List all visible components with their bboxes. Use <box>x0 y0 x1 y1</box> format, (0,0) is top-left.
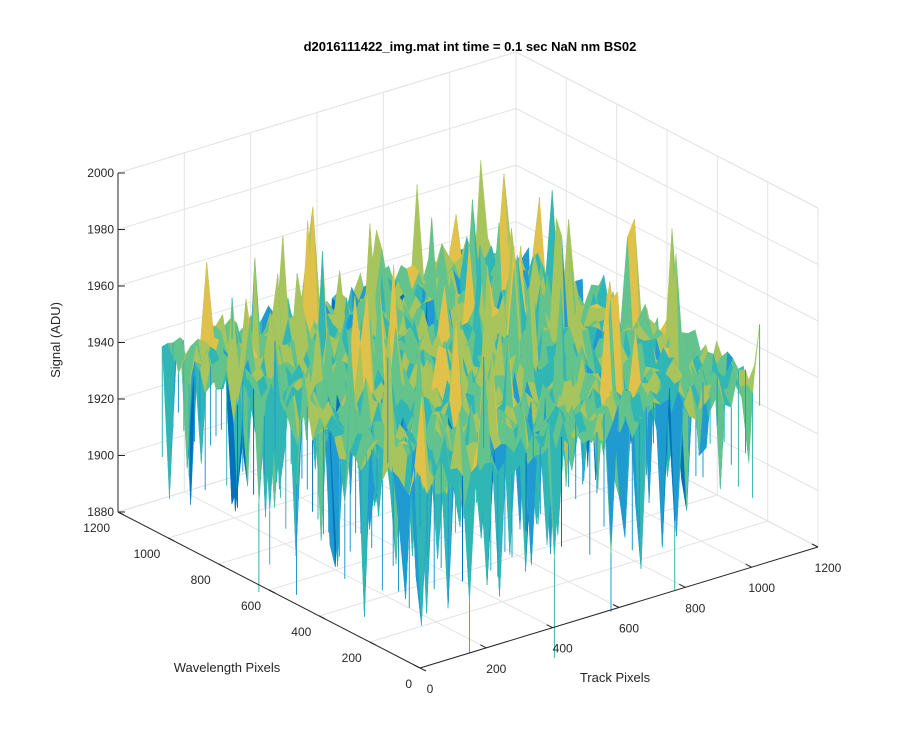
surface-patch <box>414 396 428 494</box>
z-tick-label: 2000 <box>87 166 114 180</box>
y-tick-label: 200 <box>342 651 362 665</box>
y-tick-label: 800 <box>191 573 211 587</box>
y-tick <box>369 641 376 646</box>
x-tick <box>480 644 487 649</box>
y-tick-label: 0 <box>405 677 412 691</box>
x-tick <box>811 543 819 548</box>
y-axis-label: Wavelength Pixels <box>174 660 281 675</box>
z-tick-label: 1940 <box>87 336 114 350</box>
y-tick-label: 600 <box>241 599 261 613</box>
x-tick <box>413 664 421 669</box>
z-tick-label: 1960 <box>87 279 114 293</box>
z-tick-label: 1900 <box>87 449 114 463</box>
y-tick <box>218 563 225 568</box>
y-tick-label: 1000 <box>134 547 161 561</box>
y-tick-label: 400 <box>291 625 311 639</box>
x-tick <box>745 563 752 568</box>
grid-line <box>369 520 768 643</box>
x-tick-label: 200 <box>486 662 506 676</box>
y-tick <box>419 667 427 672</box>
axis-lines <box>117 172 819 672</box>
grid-line <box>117 164 517 287</box>
grid-line <box>515 108 819 265</box>
tick-labels: 0 200 400 600 800 1000 1200 0 200 400 600 800 1000 12… <box>83 166 841 696</box>
y-tick <box>319 615 326 620</box>
x-tick <box>679 583 686 588</box>
grid-line <box>515 51 819 209</box>
x-tick-label: 0 <box>427 682 434 696</box>
z-tick-label: 1880 <box>87 505 114 519</box>
grid-line <box>515 164 819 322</box>
z-axis-label: Signal (ADU) <box>48 302 63 378</box>
x-tick <box>546 624 553 629</box>
x-tick-label: 1000 <box>748 581 775 595</box>
x-tick <box>612 604 620 608</box>
y-tick-label: 1200 <box>83 521 110 535</box>
x-tick-label: 800 <box>685 601 705 615</box>
grid-line <box>515 221 819 378</box>
grid-line <box>117 108 517 230</box>
grid-line <box>319 494 718 617</box>
z-tick-label: 1980 <box>87 223 114 237</box>
y-tick <box>168 537 175 542</box>
x-tick-label: 400 <box>553 642 573 656</box>
surface-plot <box>161 160 761 659</box>
z-tick-label: 1920 <box>87 392 114 406</box>
chart-title: d2016111422_img.mat int time = 0.1 sec N… <box>304 39 637 54</box>
x-tick-label: 600 <box>619 622 639 636</box>
grid-line <box>117 51 517 174</box>
surface-patch <box>492 460 506 597</box>
x-axis-label: Track Pixels <box>580 670 651 685</box>
x-tick-label: 1200 <box>815 561 842 575</box>
y-tick <box>268 589 276 594</box>
